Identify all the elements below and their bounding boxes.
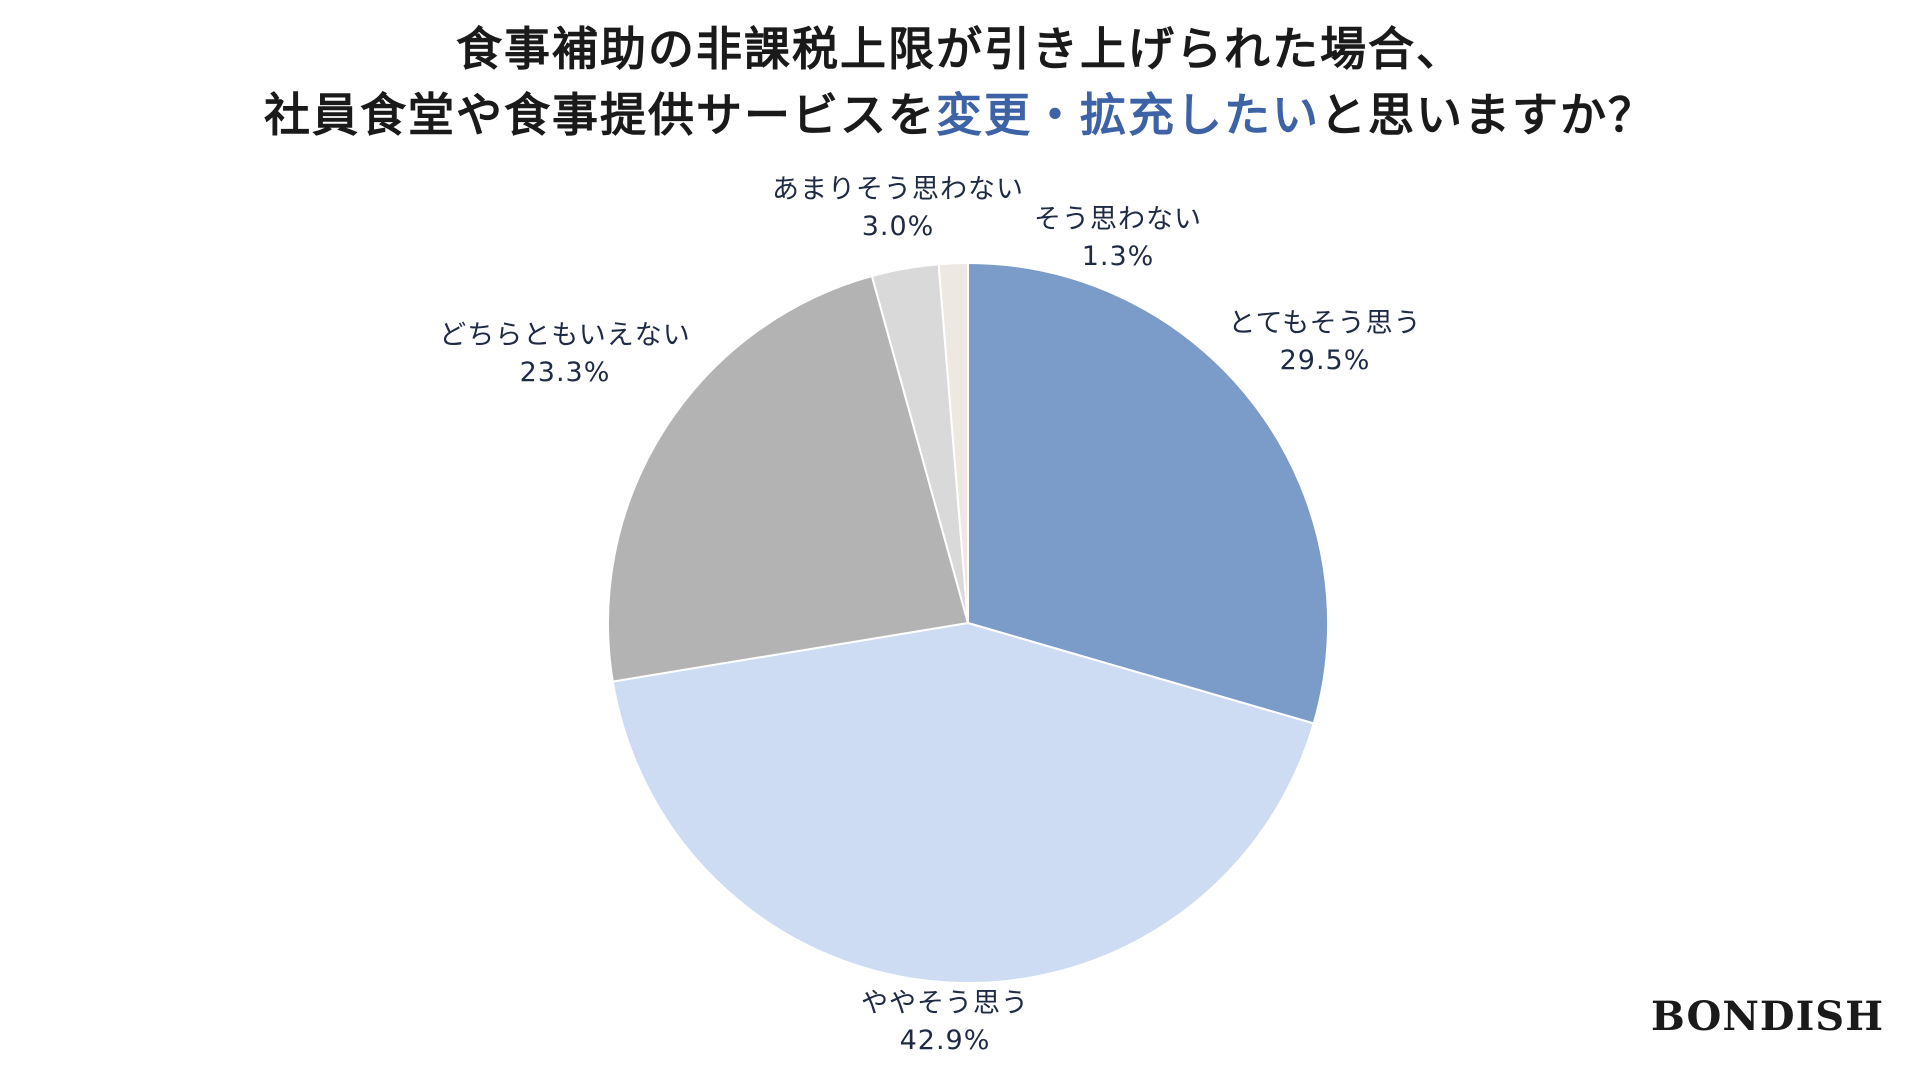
title-line-2-prefix: 社員食堂や食事提供サービスを [264, 88, 936, 142]
slice-label: どちらともいえない [439, 320, 690, 351]
chart-title: 食事補助の非課税上限が引き上げられた場合、 社員食堂や食事提供サービスを変更・拡… [0, 16, 1920, 148]
slice-value-label: 1.3% [1082, 241, 1155, 272]
title-line-2: 社員食堂や食事提供サービスを変更・拡充したいと思いますか？ [0, 82, 1920, 148]
title-line-2-suffix: と思いますか？ [1320, 88, 1656, 142]
pie-slice [937, 261, 969, 624]
pie-labels: とてもそう思う 29.5% ややそう思う 42.9% どちらともいえない 23.3% あまり… [439, 174, 1421, 1056]
brand-logo: BONDISH [1650, 993, 1884, 1040]
pie-slice [967, 261, 1329, 725]
slice-label: そう思わない [1034, 204, 1202, 235]
slice-label: とてもそう思う [1228, 308, 1421, 339]
title-highlight: 変更・拡充したい [936, 88, 1320, 142]
slice-value-label: 42.9% [900, 1025, 991, 1056]
slice-value-label: 3.0% [862, 211, 935, 242]
pie-slices [607, 261, 1329, 984]
pie-slice [611, 621, 1315, 984]
slice-value-label: 29.5% [1280, 345, 1371, 376]
pie-slice [607, 274, 970, 683]
slice-value-label: 23.3% [520, 357, 611, 388]
title-line-1: 食事補助の非課税上限が引き上げられた場合、 [456, 22, 1464, 76]
slice-label: ややそう思う [861, 988, 1029, 1019]
slice-label: あまりそう思わない [772, 174, 1024, 205]
